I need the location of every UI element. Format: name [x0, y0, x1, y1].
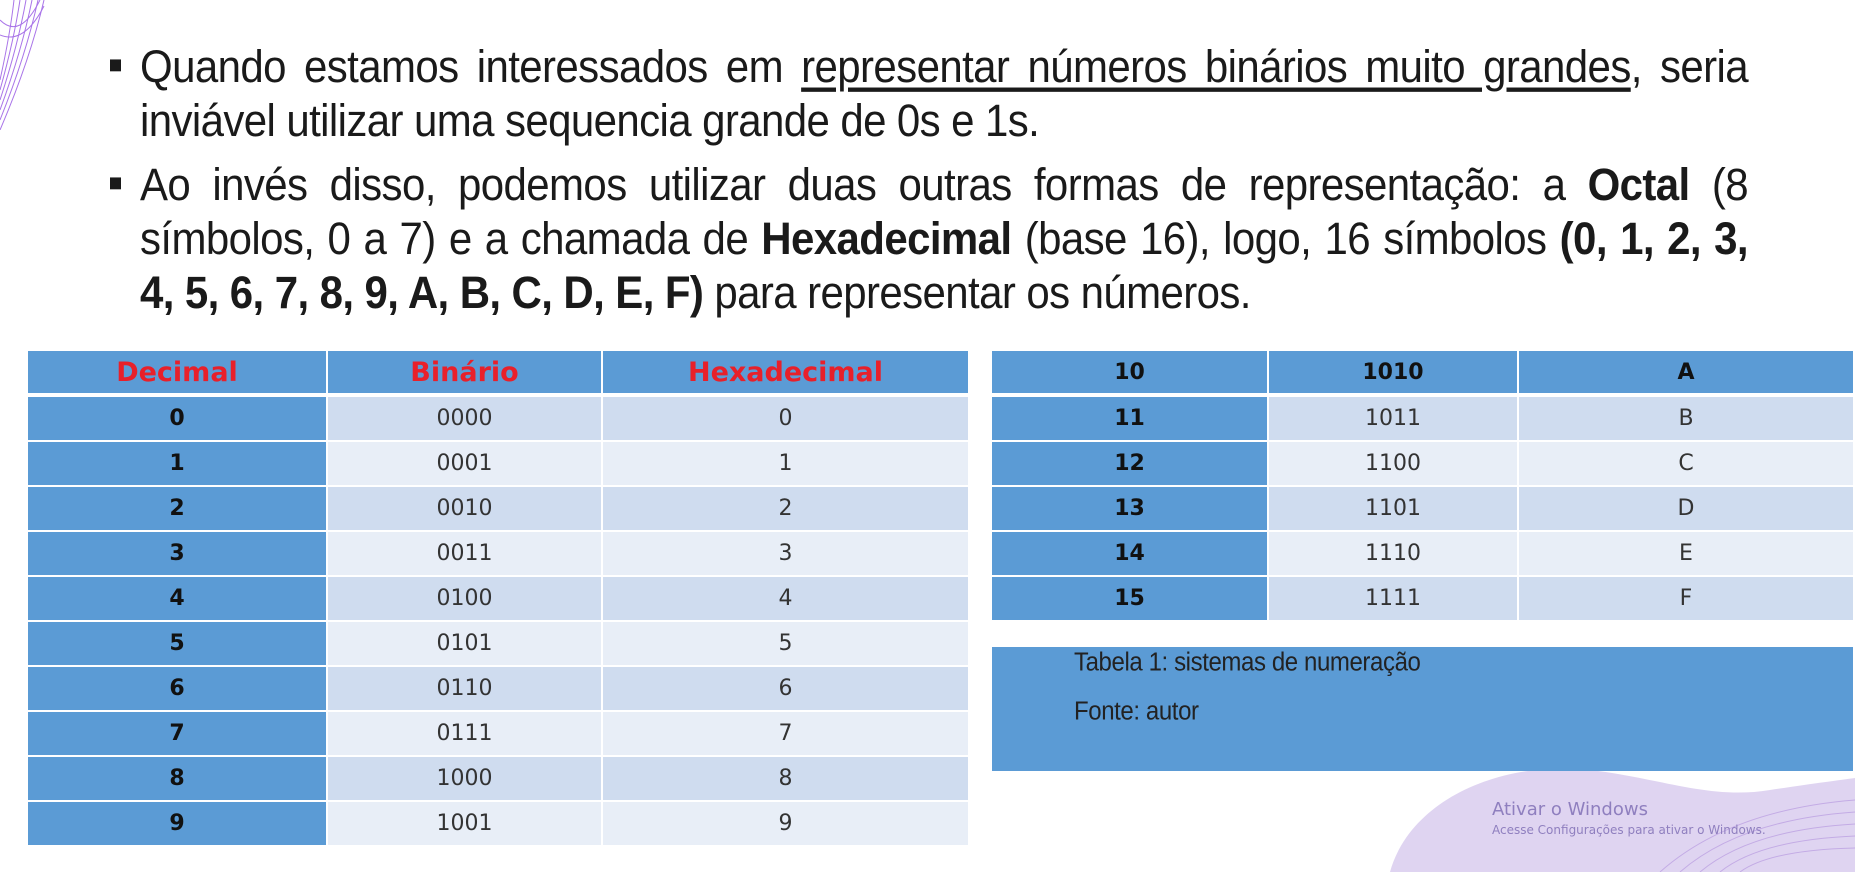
text-run: , seria inviável utilizar uma sequencia …: [140, 41, 1749, 146]
hex-cell: 3: [601, 530, 970, 577]
table-row: 2 0010 2: [26, 485, 970, 532]
bold-octal: Octal: [1587, 159, 1691, 210]
table-header-row: Decimal Binário Hexadecimal: [26, 349, 970, 397]
bullet-item-1: Quando estamos interessados em represent…: [108, 40, 1749, 148]
header-hexadecimal: Hexadecimal: [601, 349, 970, 397]
binary-cell: 1011: [1267, 394, 1519, 442]
decimal-cell: 7: [26, 710, 328, 757]
table-row: 3 0011 3: [26, 530, 970, 577]
binary-cell: 0110: [326, 665, 603, 712]
text-run: Quando estamos interessados em: [140, 41, 802, 92]
bullet-text-2: Ao invés disso, podemos utilizar duas ou…: [140, 158, 1749, 320]
hex-cell: F: [1517, 575, 1855, 622]
text-run: (8 símbolos, 0 a 7) e a chamada de: [140, 159, 1749, 264]
table-row: 14 1110 E: [990, 530, 1855, 577]
text-run: (base 16), logo, 16 símbolos: [1011, 213, 1560, 264]
decimal-cell: 15: [990, 575, 1269, 622]
table-row: 4 0100 4: [26, 575, 970, 622]
bold-symbols: (0, 1, 2, 3, 4, 5, 6, 7, 8, 9, A, B, C, …: [140, 213, 1749, 318]
hex-cell: 4: [601, 575, 970, 622]
bold-hexadecimal: Hexadecimal: [761, 213, 1012, 264]
binary-cell: 1111: [1267, 575, 1519, 622]
table-row: 1 0001 1: [26, 440, 970, 487]
binary-cell: 1100: [1267, 440, 1519, 487]
underlined-phrase: representar números binários muito grand…: [801, 41, 1631, 92]
hex-cell: A: [1517, 349, 1855, 397]
text-run: para representar os números.: [703, 267, 1251, 318]
binary-cell: 1101: [1267, 485, 1519, 532]
table-row: 7 0111 7: [26, 710, 970, 757]
decimal-cell: 12: [990, 440, 1269, 487]
bullet-square-icon: [110, 177, 121, 190]
conversion-table-left: Decimal Binário Hexadecimal 0 0000 0 1 0001 1…: [26, 349, 970, 847]
table-row: 13 1101 D: [990, 485, 1855, 532]
decimal-cell: 13: [990, 485, 1269, 532]
table-row: 12 1100 C: [990, 440, 1855, 487]
hex-cell: 9: [601, 800, 970, 847]
binary-cell: 0101: [326, 620, 603, 667]
hex-cell: 1: [601, 440, 970, 487]
decorative-wave-top-left: [0, 0, 45, 130]
table-row: 9 1001 9: [26, 800, 970, 847]
table-row: 0 0000 0: [26, 394, 970, 442]
hex-cell: B: [1517, 394, 1855, 442]
binary-cell: 0010: [326, 485, 603, 532]
hex-cell: 5: [601, 620, 970, 667]
table-row: 15 1111 F: [990, 575, 1855, 622]
table-row: 11 1011 B: [990, 394, 1855, 442]
windows-activation-title: Ativar o Windows: [1492, 799, 1648, 820]
decimal-cell: 3: [26, 530, 328, 577]
binary-cell: 0011: [326, 530, 603, 577]
hex-cell: 2: [601, 485, 970, 532]
hex-cell: 8: [601, 755, 970, 802]
hex-cell: C: [1517, 440, 1855, 487]
bullet-list: Quando estamos interessados em represent…: [108, 40, 1749, 326]
header-decimal: Decimal: [26, 349, 328, 397]
decimal-cell: 2: [26, 485, 328, 532]
hex-cell: 7: [601, 710, 970, 757]
table-row: 6 0110 6: [26, 665, 970, 712]
decimal-cell: 8: [26, 755, 328, 802]
decimal-cell: 5: [26, 620, 328, 667]
binary-cell: 1000: [326, 755, 603, 802]
binary-cell: 0001: [326, 440, 603, 487]
decimal-cell: 10: [990, 349, 1269, 397]
conversion-table-right: 10 1010 A 11 1011 B 12 1100 C 13 1101 D 14 1110 E 15…: [990, 349, 1855, 622]
hex-cell: E: [1517, 530, 1855, 577]
header-binario: Binário: [326, 349, 603, 397]
decimal-cell: 4: [26, 575, 328, 622]
caption-panel: [992, 647, 1853, 771]
decimal-cell: 6: [26, 665, 328, 712]
binary-cell: 0000: [326, 394, 603, 442]
binary-cell: 1001: [326, 800, 603, 847]
bullet-square-icon: [110, 59, 121, 72]
decimal-cell: 0: [26, 394, 328, 442]
table-row: 10 1010 A: [990, 349, 1855, 397]
hex-cell: D: [1517, 485, 1855, 532]
table-row: 8 1000 8: [26, 755, 970, 802]
text-run: Ao invés disso, podemos utilizar duas ou…: [140, 159, 1588, 210]
binary-cell: 0100: [326, 575, 603, 622]
table-source: Fonte: autor: [1074, 697, 1199, 727]
decimal-cell: 9: [26, 800, 328, 847]
table-row: 5 0101 5: [26, 620, 970, 667]
table-caption: Tabela 1: sistemas de numeração: [1074, 648, 1421, 678]
binary-cell: 1010: [1267, 349, 1519, 397]
decimal-cell: 1: [26, 440, 328, 487]
bullet-item-2: Ao invés disso, podemos utilizar duas ou…: [108, 158, 1749, 320]
decimal-cell: 14: [990, 530, 1269, 577]
windows-activation-subtitle: Acesse Configurações para ativar o Windo…: [1492, 823, 1766, 837]
hex-cell: 6: [601, 665, 970, 712]
binary-cell: 0111: [326, 710, 603, 757]
decimal-cell: 11: [990, 394, 1269, 442]
hex-cell: 0: [601, 394, 970, 442]
bullet-text-1: Quando estamos interessados em represent…: [140, 40, 1749, 148]
binary-cell: 1110: [1267, 530, 1519, 577]
